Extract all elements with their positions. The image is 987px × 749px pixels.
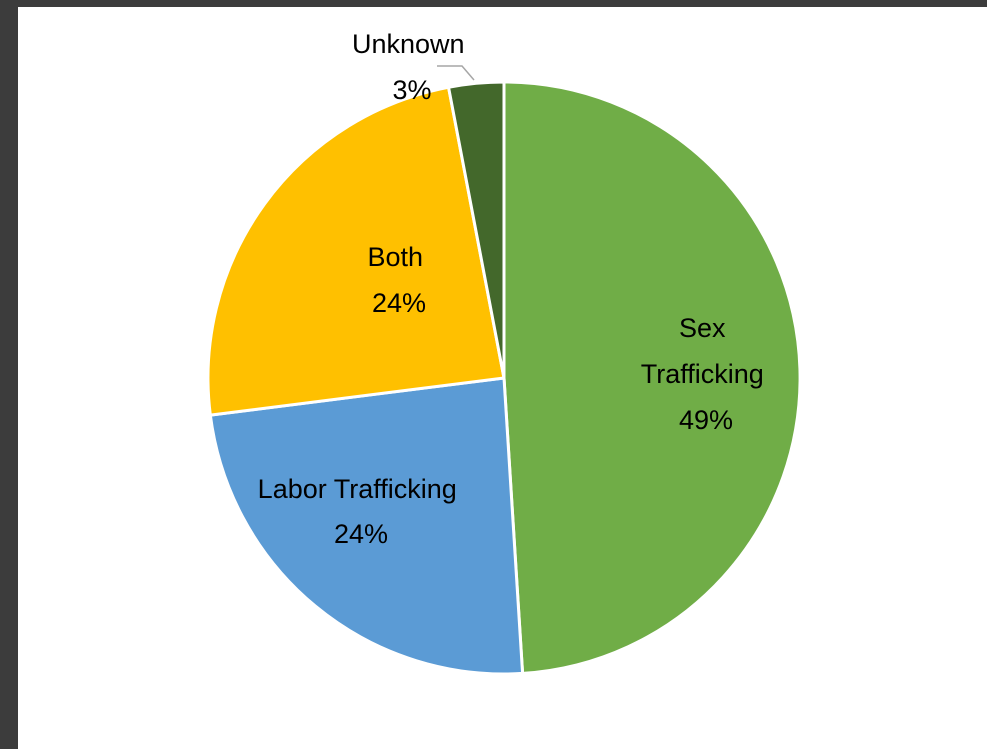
pie-slice-both	[206, 85, 506, 417]
pie-slice-unknown	[447, 80, 506, 380]
data-label-labor-trafficking-line-1: Labor Trafficking	[258, 474, 457, 504]
data-label-sex-trafficking-line-1: Sex	[679, 313, 726, 343]
data-label-unknown: Unknown 3%	[352, 29, 472, 105]
pie-slice-labor-trafficking	[208, 376, 525, 676]
data-label-both-line-1: Both	[367, 242, 423, 272]
pie-slices	[206, 80, 802, 676]
data-label-labor-trafficking: Labor Trafficking 24%	[258, 474, 465, 549]
data-label-labor-trafficking-percent: 24%	[334, 519, 388, 549]
data-label-unknown-line-1: Unknown	[352, 29, 465, 59]
data-label-sex-trafficking: Sex Trafficking 49%	[641, 313, 772, 435]
data-label-sex-trafficking-line-2: Trafficking	[641, 359, 764, 389]
data-label-sex-trafficking-percent: 49%	[679, 405, 733, 435]
unknown-leader-line	[437, 65, 475, 81]
data-label-both: Both 24%	[367, 242, 430, 318]
data-label-both-percent: 24%	[372, 288, 426, 318]
pie-slice-sex-trafficking	[502, 80, 802, 675]
data-label-unknown-percent: 3%	[392, 75, 431, 105]
